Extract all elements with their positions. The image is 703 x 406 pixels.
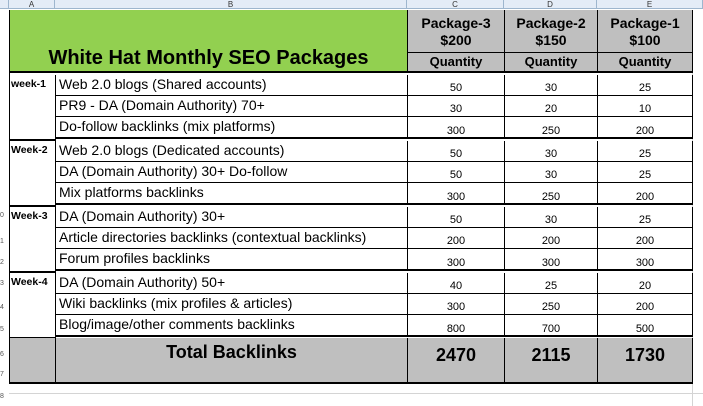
row-header[interactable]: 3	[0, 280, 4, 287]
item-description: DA (Domain Authority) 30+	[56, 207, 408, 228]
quantity-package-2: 30	[505, 207, 598, 228]
quantity-package-1: 200	[598, 228, 693, 249]
quantity-package-2: 25	[505, 273, 598, 294]
column-header-d[interactable]: D	[504, 0, 597, 9]
item-description: Web 2.0 blogs (Shared accounts)	[56, 75, 408, 96]
row-header[interactable]: 5	[0, 326, 4, 333]
package-price: $150	[535, 32, 567, 48]
item-description: Blog/image/other comments backlinks	[56, 315, 408, 337]
package-1-header: Package-1 $100	[598, 10, 693, 53]
quantity-package-3: 30	[408, 96, 505, 117]
quantity-package-2: 250	[505, 183, 598, 205]
quantity-package-1: 200	[598, 183, 693, 205]
total-spacer	[10, 338, 56, 384]
quantity-package-1: 300	[598, 249, 693, 271]
row-header[interactable]: 7	[0, 371, 4, 378]
quantity-package-1: 25	[598, 162, 693, 183]
quantity-package-2: 300	[505, 249, 598, 271]
package-price: $100	[629, 32, 661, 48]
total-package-3: 2470	[408, 338, 505, 384]
quantity-package-2: 30	[505, 162, 598, 183]
column-header-b[interactable]: B	[55, 0, 407, 9]
row-header[interactable]: 0	[0, 212, 4, 219]
quantity-package-2: 30	[505, 141, 598, 162]
quantity-package-3: 300	[408, 183, 505, 205]
quantity-package-3: 800	[408, 315, 505, 337]
quantity-package-1: 200	[598, 294, 693, 315]
row-header[interactable]: 2	[0, 259, 4, 266]
row-header[interactable]: 4	[0, 304, 4, 311]
week-label: Week-2	[10, 141, 56, 207]
quantity-package-1: 20	[598, 273, 693, 294]
quantity-package-1: 25	[598, 141, 693, 162]
column-header-e[interactable]: E	[597, 0, 703, 9]
quantity-package-2: 200	[505, 228, 598, 249]
quantity-package-3: 50	[408, 75, 505, 96]
select-all-corner[interactable]	[0, 0, 9, 9]
quantity-package-3: 40	[408, 273, 505, 294]
week-label: Week-3	[10, 207, 56, 273]
item-description: Article directories backlinks (contextua…	[56, 228, 408, 249]
quantity-package-3: 50	[408, 141, 505, 162]
total-backlinks-label: Total Backlinks	[56, 338, 408, 384]
package-2-header: Package-2 $150	[505, 10, 598, 53]
gridline	[9, 393, 703, 394]
column-header-c[interactable]: C	[407, 0, 504, 9]
item-description: DA (Domain Authority) 50+	[56, 273, 408, 294]
package-name: Package-1	[610, 15, 680, 31]
item-description: Do-follow backlinks (mix platforms)	[56, 117, 408, 139]
package-name: Package-3	[421, 15, 491, 31]
quantity-package-1: 25	[598, 207, 693, 228]
quantity-package-3: 300	[408, 117, 505, 139]
package-price: $200	[440, 32, 472, 48]
week-label: Week-4	[10, 273, 56, 339]
quantity-header: Quantity	[505, 53, 598, 73]
quantity-package-2: 700	[505, 315, 598, 337]
quantity-package-2: 250	[505, 294, 598, 315]
quantity-package-1: 10	[598, 96, 693, 117]
item-description: Mix platforms backlinks	[56, 183, 408, 205]
quantity-package-1: 25	[598, 75, 693, 96]
item-description: Forum profiles backlinks	[56, 249, 408, 271]
quantity-header: Quantity	[598, 53, 693, 73]
item-description: PR9 - DA (Domain Authority) 70+	[56, 96, 408, 117]
week-label: week-1	[10, 75, 56, 141]
table-title: White Hat Monthly SEO Packages	[10, 10, 408, 73]
package-3-header: Package-3 $200	[408, 10, 505, 53]
quantity-package-2: 30	[505, 75, 598, 96]
column-header-a[interactable]: A	[9, 0, 55, 9]
total-package-1: 1730	[598, 338, 693, 384]
item-description: Wiki backlinks (mix profiles & articles)	[56, 294, 408, 315]
row-header[interactable]: 1	[0, 238, 4, 245]
quantity-package-3: 50	[408, 207, 505, 228]
row-header[interactable]: 8	[0, 393, 4, 400]
total-package-2: 2115	[505, 338, 598, 384]
seo-packages-table: White Hat Monthly SEO Packages Package-3…	[9, 10, 693, 384]
quantity-package-1: 500	[598, 315, 693, 337]
item-description: DA (Domain Authority) 30+ Do-follow	[56, 162, 408, 183]
quantity-package-3: 50	[408, 162, 505, 183]
quantity-header: Quantity	[408, 53, 505, 73]
quantity-package-3: 300	[408, 294, 505, 315]
item-description: Web 2.0 blogs (Dedicated accounts)	[56, 141, 408, 162]
quantity-package-1: 200	[598, 117, 693, 139]
package-name: Package-2	[516, 15, 586, 31]
quantity-package-3: 200	[408, 228, 505, 249]
quantity-package-3: 300	[408, 249, 505, 271]
quantity-package-2: 20	[505, 96, 598, 117]
row-header[interactable]: 6	[0, 351, 4, 358]
quantity-package-2: 250	[505, 117, 598, 139]
